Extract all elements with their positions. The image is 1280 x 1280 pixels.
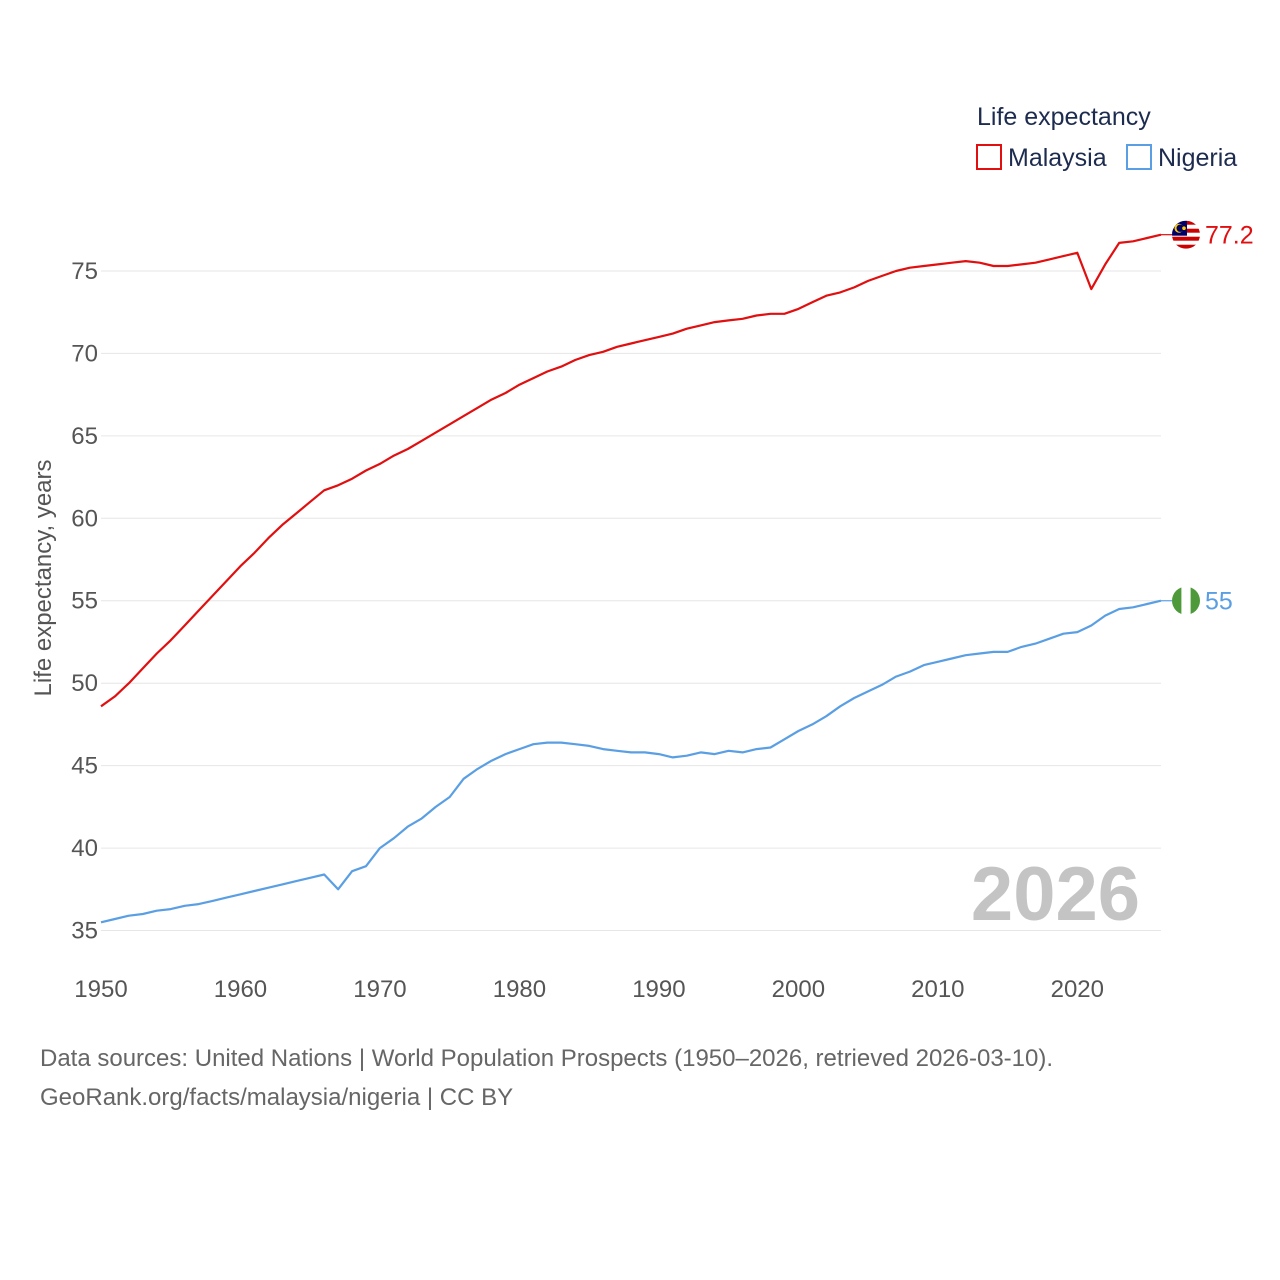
y-tick-label-40: 40 [71, 835, 98, 862]
y-tick-label-60: 60 [71, 505, 98, 532]
year-watermark: 2026 [971, 852, 1140, 937]
legend-title: Life expectancy [977, 103, 1151, 131]
x-tick-label-2020: 2020 [1051, 976, 1104, 1003]
y-tick-label-65: 65 [71, 423, 98, 450]
malaysia-flag-icon [1172, 220, 1200, 249]
x-tick-label-2010: 2010 [911, 976, 964, 1003]
series-line-nigeria[interactable] [100, 599, 1162, 924]
y-tick-label-75: 75 [71, 258, 98, 285]
end-value-label-malaysia: 77.2 [1205, 222, 1254, 250]
y-tick-label-70: 70 [71, 340, 98, 367]
x-tick-label-1980: 1980 [493, 976, 546, 1003]
x-axis-ticks: 1950 1960 1970 1980 1990 2000 2010 2020 [74, 976, 1104, 1003]
source-note: Data sources: United Nations | World Pop… [40, 1045, 1054, 1072]
series [100, 233, 1172, 924]
y-tick-label-45: 45 [71, 753, 98, 780]
y-tick-label-55: 55 [71, 588, 98, 615]
legend-label-nigeria[interactable]: Nigeria [1158, 144, 1237, 172]
x-tick-label-1950: 1950 [74, 976, 127, 1003]
y-tick-label-35: 35 [71, 918, 98, 945]
x-tick-label-1970: 1970 [353, 976, 406, 1003]
source-url[interactable]: GeoRank.org/facts/malaysia/nigeria | CC … [40, 1084, 514, 1111]
y-axis-ticks: 35 40 45 50 55 60 65 70 75 [71, 258, 98, 945]
x-tick-label-1960: 1960 [214, 976, 267, 1003]
y-tick-label-50: 50 [71, 670, 98, 697]
series-line-malaysia[interactable] [100, 233, 1162, 708]
x-tick-label-2000: 2000 [772, 976, 825, 1003]
x-tick-label-1990: 1990 [632, 976, 685, 1003]
nigeria-flag-icon [1172, 586, 1200, 615]
legend: Life expectancy Malaysia Nigeria [976, 103, 1237, 172]
legend-swatch-nigeria[interactable] [1126, 144, 1152, 170]
legend-swatch-malaysia[interactable] [976, 144, 1002, 170]
gridlines [101, 270, 1161, 932]
y-axis-title: Life expectancy, years [30, 459, 57, 696]
legend-label-malaysia[interactable]: Malaysia [1008, 144, 1107, 172]
end-value-label-nigeria: 55 [1205, 588, 1233, 616]
